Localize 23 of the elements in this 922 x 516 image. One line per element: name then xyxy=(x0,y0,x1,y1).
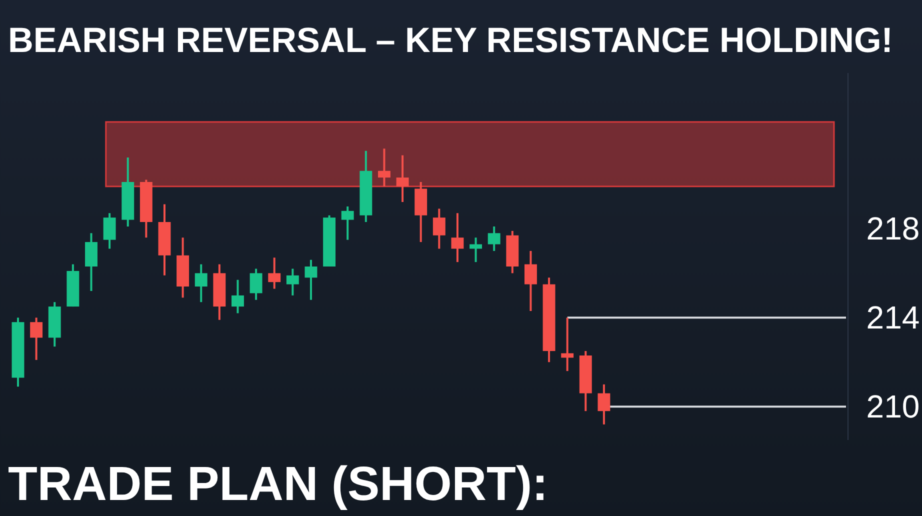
candlestick xyxy=(561,316,574,372)
candlestick xyxy=(470,236,482,264)
candlestick xyxy=(304,258,318,301)
candlestick xyxy=(378,148,390,188)
y-tick-label: 218 xyxy=(866,210,920,247)
candlestick xyxy=(341,205,354,241)
candlestick xyxy=(250,268,262,301)
y-tick-label: 210 xyxy=(866,388,920,425)
candlestick xyxy=(103,212,116,250)
candlestick xyxy=(268,256,281,290)
candlestick xyxy=(396,154,409,204)
chart-title: BEARISH REVERSAL – KEY RESISTANCE HOLDING! xyxy=(8,21,893,60)
candlestick xyxy=(30,316,43,361)
candlestick xyxy=(286,268,299,296)
text: TRADE PLAN (SHORT): xyxy=(8,458,548,511)
candlestick xyxy=(524,250,537,312)
candlestick xyxy=(194,263,208,304)
candlestick xyxy=(488,225,500,252)
candlestick xyxy=(232,278,244,314)
candlestick xyxy=(432,208,446,250)
y-tick-label: 214 xyxy=(866,300,920,336)
candlestick xyxy=(598,383,610,426)
candlestick xyxy=(451,212,464,264)
